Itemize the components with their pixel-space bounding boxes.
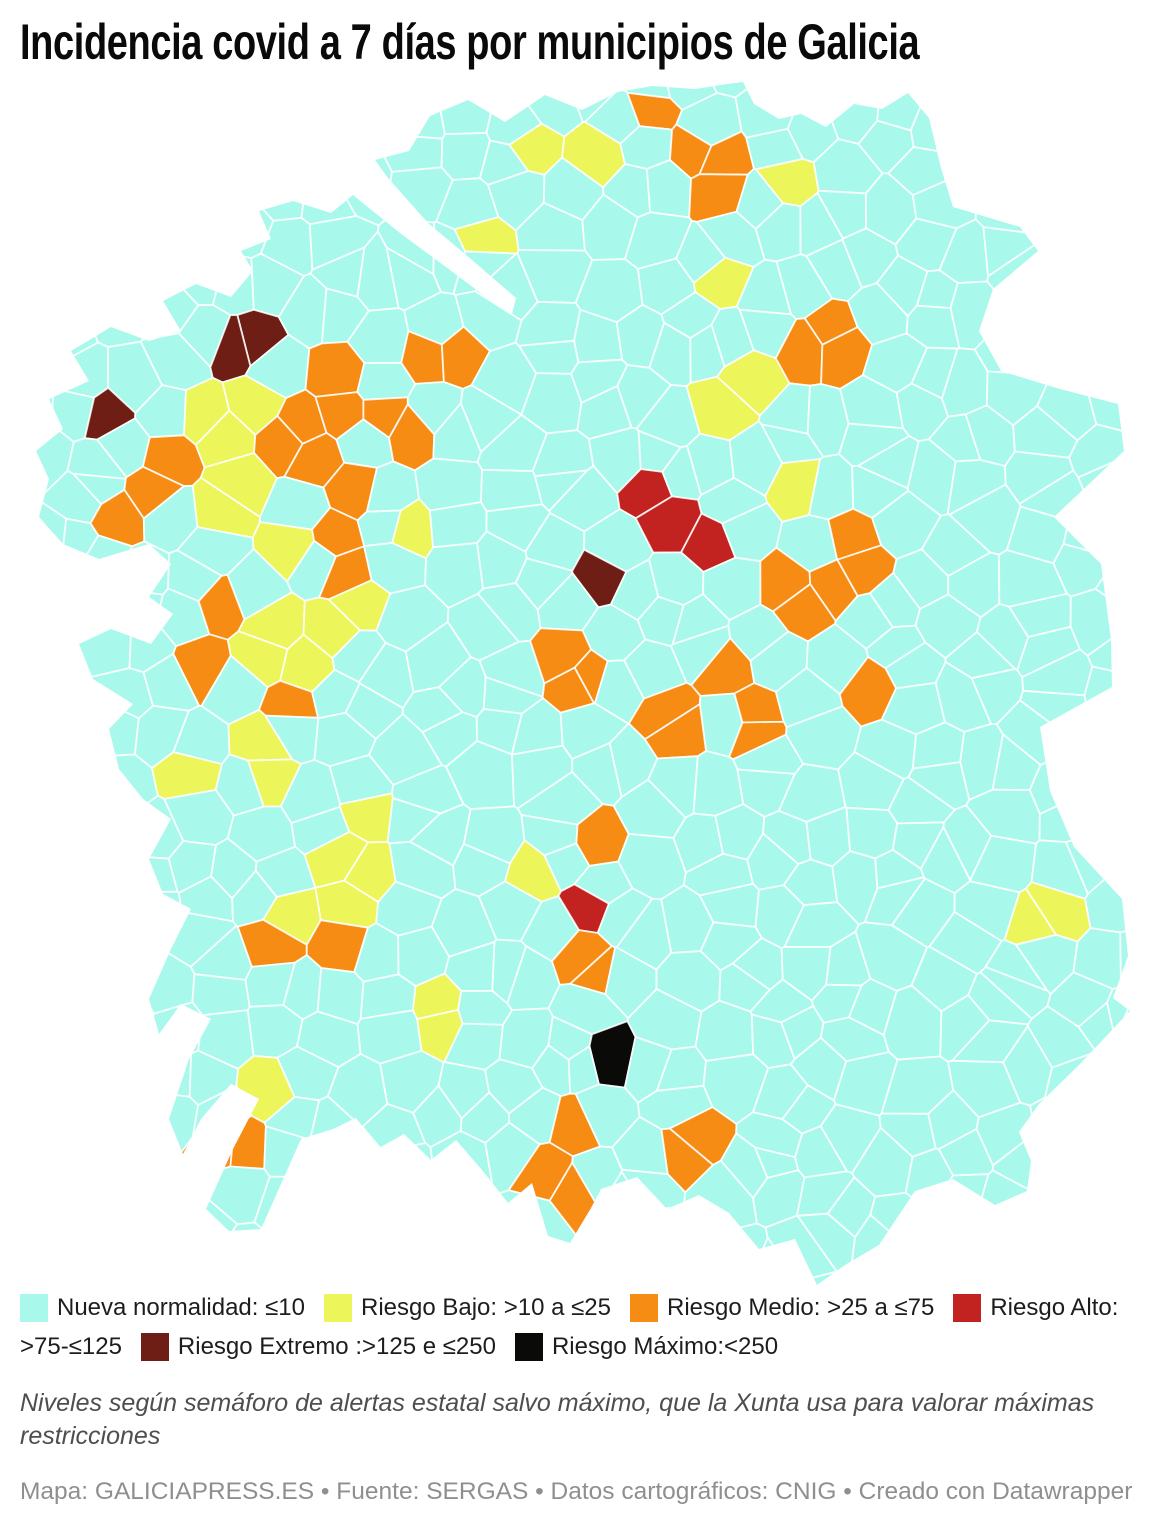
- legend: Nueva normalidad: ≤10 Riesgo Bajo: >10 a…: [20, 1294, 1140, 1361]
- municipality-cell[interactable]: [694, 999, 755, 1062]
- legend-swatch-riesgo-bajo: [323, 1294, 352, 1322]
- municipality-cell[interactable]: [186, 99, 315, 205]
- legend-label: Riesgo Máximo:<250: [551, 1333, 779, 1360]
- chart-notes: Niveles según semáforo de alertas estata…: [20, 1389, 1095, 1450]
- legend-swatch-riesgo-maximo: [514, 1333, 543, 1361]
- municipality-cell[interactable]: [904, 78, 1006, 104]
- municipality-cell[interactable]: [356, 1160, 472, 1265]
- municipality-cell[interactable]: [1038, 771, 1141, 843]
- municipality-cell[interactable]: [374, 1142, 434, 1201]
- chart-attribution: Mapa: GALICIAPRESS.ES • Fuente: SERGAS •…: [20, 1478, 1133, 1505]
- legend-label: Riesgo Bajo: >10 a ≤25: [360, 1294, 611, 1321]
- municipality-cell[interactable]: [94, 587, 164, 628]
- municipality-cell[interactable]: [76, 851, 179, 894]
- legend-swatch-riesgo-extremo: [140, 1333, 169, 1361]
- municipality-cell[interactable]: [199, 452, 278, 518]
- municipality-cell[interactable]: [949, 280, 1014, 351]
- municipality-cell[interactable]: [20, 329, 55, 453]
- municipality-cell[interactable]: [253, 1175, 365, 1281]
- municipality-cell[interactable]: [1029, 1096, 1125, 1166]
- legend-item-riesgo-alto: Riesgo Alto:: [953, 1294, 1118, 1322]
- legend-item-riesgo-maximo: Riesgo Máximo:<250: [514, 1333, 779, 1361]
- municipality-cell[interactable]: [50, 936, 155, 1049]
- municipality-cell[interactable]: [41, 607, 133, 679]
- legend-label: Nueva normalidad: ≤10: [57, 1294, 305, 1321]
- municipality-cell[interactable]: [1083, 665, 1132, 735]
- municipality-cell[interactable]: [321, 1125, 385, 1234]
- municipality-cell[interactable]: [849, 1214, 960, 1288]
- legend-swatch-riesgo-medio: [630, 1294, 658, 1322]
- municipality-cell[interactable]: [165, 200, 227, 307]
- municipality-cell[interactable]: [1106, 986, 1136, 1040]
- municipality-cell[interactable]: [666, 1222, 769, 1289]
- municipality-cell[interactable]: [588, 1205, 700, 1288]
- municipality-cell[interactable]: [52, 235, 146, 349]
- municipality-cell[interactable]: [869, 1191, 966, 1288]
- municipality-cell[interactable]: [77, 890, 183, 955]
- municipality-cell[interactable]: [300, 137, 358, 226]
- municipality-cell[interactable]: [211, 252, 255, 317]
- municipality-cell[interactable]: [169, 173, 275, 260]
- municipality-cell[interactable]: [311, 104, 393, 227]
- municipality-cell[interactable]: [20, 556, 101, 650]
- municipality-cell[interactable]: [191, 973, 251, 1017]
- municipality-cell[interactable]: [1047, 710, 1131, 774]
- municipality-cell[interactable]: [1019, 281, 1118, 385]
- municipality-cell[interactable]: [429, 1130, 496, 1221]
- page-title-text: Incidencia covid a 7 días por municipios…: [20, 14, 920, 70]
- legend-label: >75-≤125: [20, 1333, 122, 1360]
- legend-item-riesgo-extremo: Riesgo Extremo :>125 e ≤250: [140, 1333, 496, 1361]
- legend-label: Riesgo Medio: >25 a ≤75: [667, 1294, 935, 1321]
- municipality-cell[interactable]: [1106, 670, 1140, 777]
- galicia-choropleth-map[interactable]: [20, 78, 1140, 1288]
- municipality-cell[interactable]: [80, 753, 159, 853]
- legend-label: Riesgo Alto:: [990, 1294, 1119, 1321]
- municipality-cell[interactable]: [1027, 1161, 1135, 1273]
- legend-item-nueva-normalidad: Nueva normalidad: ≤10: [20, 1294, 305, 1322]
- municipality-cell[interactable]: [63, 204, 173, 306]
- municipality-cell[interactable]: [1060, 1066, 1140, 1178]
- municipality-cell[interactable]: [140, 1052, 193, 1098]
- legend-row-2: >75-≤125 Riesgo Extremo :>125 e ≤250 Rie…: [20, 1333, 1140, 1361]
- legend-item-riesgo-alto-range: >75-≤125: [20, 1333, 122, 1361]
- municipality-cell[interactable]: [752, 78, 839, 114]
- municipality-cell[interactable]: [451, 1229, 603, 1288]
- municipality-cell[interactable]: [817, 78, 929, 93]
- municipality-cell[interactable]: [1122, 375, 1141, 527]
- municipality-cell[interactable]: [471, 78, 591, 96]
- municipality-cell[interactable]: [88, 667, 154, 720]
- legend-label: Riesgo Extremo :>125 e ≤250: [177, 1333, 496, 1360]
- legend-item-riesgo-bajo: Riesgo Bajo: >10 a ≤25: [323, 1294, 611, 1322]
- municipality-cell[interactable]: [344, 78, 446, 140]
- municipality-cell[interactable]: [67, 1079, 174, 1194]
- municipality-cell[interactable]: [20, 735, 111, 853]
- legend-swatch-riesgo-alto: [953, 1294, 982, 1322]
- legend-row-1: Nueva normalidad: ≤10 Riesgo Bajo: >10 a…: [20, 1294, 1140, 1322]
- municipality-cell[interactable]: [929, 1173, 990, 1269]
- municipality-cell[interactable]: [974, 131, 1089, 237]
- municipality-cell[interactable]: [152, 1091, 200, 1166]
- municipality-cell[interactable]: [59, 1021, 165, 1091]
- page-title: Incidencia covid a 7 días por municipios…: [20, 14, 1140, 70]
- municipality-cell[interactable]: [168, 1221, 321, 1289]
- legend-item-riesgo-medio: Riesgo Medio: >25 a ≤75: [630, 1294, 934, 1322]
- municipality-cell[interactable]: [1028, 760, 1130, 815]
- municipality-cell[interactable]: [20, 498, 68, 609]
- legend-swatch-nueva-normalidad: [20, 1294, 48, 1322]
- municipality-cell[interactable]: [229, 1114, 267, 1170]
